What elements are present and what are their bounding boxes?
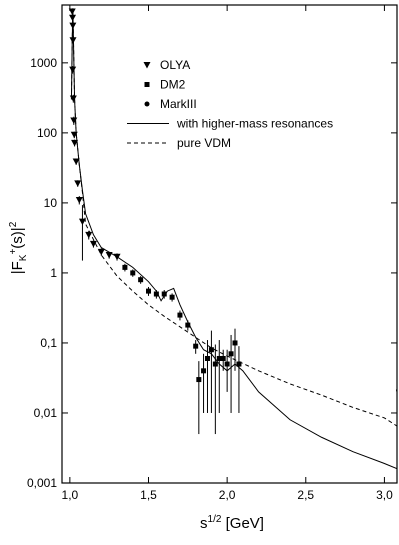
marker xyxy=(193,343,199,349)
marker xyxy=(153,291,159,297)
legend-label: MarkIII xyxy=(160,97,197,111)
x-tick-label: 1,0 xyxy=(62,488,79,502)
marker xyxy=(85,231,93,239)
marker xyxy=(236,361,242,367)
x-tick-label: 2,5 xyxy=(297,488,314,502)
x-tick-label: 2,0 xyxy=(219,488,236,502)
legend-marker xyxy=(143,62,151,69)
y-label-part: 2 xyxy=(8,221,19,227)
marker xyxy=(71,139,79,147)
x-tick-label: 3,0 xyxy=(376,488,393,502)
marker xyxy=(69,66,77,74)
marker xyxy=(78,218,86,226)
legend-marker xyxy=(144,82,150,87)
y-label-part: (s)| xyxy=(9,227,26,248)
marker xyxy=(396,388,397,393)
legend-marker xyxy=(144,101,150,107)
marker xyxy=(130,270,136,276)
y-tick-label: 1000 xyxy=(30,56,57,70)
y-axis-label: |FK+(s)|2 xyxy=(8,221,29,274)
x-label-part: [GeV] xyxy=(221,515,264,532)
marker xyxy=(185,322,191,328)
marker xyxy=(228,351,234,357)
marker xyxy=(89,240,97,248)
marker xyxy=(70,117,78,125)
marker xyxy=(169,294,175,300)
y-tick-label: 0,1 xyxy=(40,336,57,350)
marker xyxy=(196,377,202,383)
marker xyxy=(177,312,183,318)
x-label-part: 1/2 xyxy=(208,514,222,525)
marker xyxy=(216,355,222,361)
curve xyxy=(70,8,397,470)
marker xyxy=(68,8,76,16)
marker xyxy=(212,361,218,367)
marker xyxy=(105,252,113,259)
y-label-part: |F xyxy=(9,261,26,274)
y-tick-label: 1 xyxy=(50,266,57,280)
y-tick-label: 0,01 xyxy=(34,406,58,420)
marker xyxy=(204,355,210,361)
y-tick-label: 0,001 xyxy=(27,476,57,490)
x-label-part: s xyxy=(200,515,208,532)
curve xyxy=(70,8,397,427)
y-label-part: + xyxy=(8,249,19,255)
marker xyxy=(138,277,144,283)
marker xyxy=(146,288,152,294)
marker xyxy=(74,180,82,187)
marker xyxy=(201,368,207,374)
marker xyxy=(220,355,226,361)
legend-label: OLYA xyxy=(160,58,190,72)
marker xyxy=(161,291,167,297)
x-axis-label: s1/2 [GeV] xyxy=(200,514,264,532)
marker xyxy=(208,347,214,353)
marker xyxy=(232,340,238,346)
plot-frame xyxy=(61,4,398,484)
y-tick-label: 10 xyxy=(44,196,58,210)
marker xyxy=(75,196,83,204)
legend-label: DM2 xyxy=(160,78,186,92)
y-tick-label: 100 xyxy=(37,126,57,140)
x-tick-label: 1,5 xyxy=(140,488,157,502)
legend-label: pure VDM xyxy=(177,136,231,150)
plot-area xyxy=(68,8,397,470)
marker xyxy=(72,158,80,166)
marker xyxy=(97,248,105,256)
marker xyxy=(69,95,77,102)
legend-label: with higher-mass resonances xyxy=(176,117,333,131)
marker xyxy=(122,264,128,270)
marker xyxy=(224,361,230,367)
y-label-part: K xyxy=(18,254,29,261)
